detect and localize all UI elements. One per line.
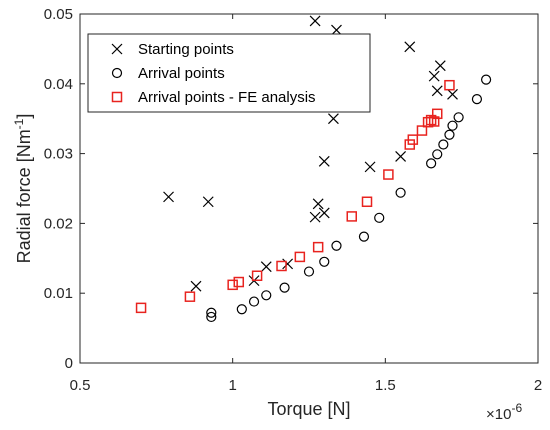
data-point [202,196,214,208]
data-point [434,60,446,72]
data-point [425,114,437,126]
legend-marker [111,91,123,103]
x-tick-label: 2 [534,377,542,394]
y-tick-label: 0.04 [44,76,73,93]
data-point [453,112,464,123]
x-axis-multiplier: ×10-6 [486,401,522,423]
data-point [184,291,196,302]
data-point [428,70,440,82]
series-square [135,79,455,314]
data-point [447,88,458,100]
data-point [431,85,443,97]
data-point [312,241,324,253]
legend-label: Starting points [138,41,234,58]
legend-label: Arrival points [138,65,225,82]
x-tick-label: 1.5 [375,377,396,394]
data-point [383,169,394,180]
data-point [319,256,330,267]
y-axis-label-superscript: -1 [12,118,26,129]
data-point [309,15,321,27]
x-axis-label: Torque [N] [267,399,350,419]
legend-items: Starting points Arrival points Arrival poi… [111,41,316,106]
axis-ticks: 0.5 1 1.5 2 0 0.01 0.02 0.03 0.04 0.05 [44,6,542,394]
data-point [444,79,455,91]
data-point [135,302,147,314]
y-tick-label: 0.05 [44,6,73,23]
data-point [346,211,357,222]
data-point [364,161,376,173]
data-point [236,304,247,315]
data-point [233,276,245,288]
data-point [279,282,290,293]
series-o [206,74,492,323]
y-axis-label-tail: ] [14,114,34,119]
y-axis-label-main: Radial force [Nm [14,129,34,263]
data-point [206,307,217,318]
data-point [480,74,492,85]
data-point [227,279,238,291]
legend-label: Arrival points - FE analysis [138,89,316,106]
data-point [361,196,373,208]
y-tick-label: 0.02 [44,215,73,232]
x-tick-label: 0.5 [70,377,91,394]
data-point [251,270,263,281]
data-point [422,116,434,128]
data-point [312,198,324,210]
data-point [248,296,260,307]
data-point [282,258,294,270]
legend: Starting points Arrival points Arrival poi… [87,33,371,113]
data-point [309,211,321,223]
data-point [426,158,437,169]
series-x [163,15,458,292]
data-point [331,24,342,36]
x-axis-multiplier-base: ×10 [486,406,511,423]
data-point [404,41,416,53]
data-point [261,290,272,301]
data-point [276,260,287,272]
data-point [260,261,272,273]
data-point [407,134,419,145]
data-point [444,129,455,140]
data-point [428,116,440,127]
data-point [471,94,483,105]
data-point [206,311,217,323]
data-point [432,149,443,160]
data-point [294,251,306,263]
y-axis-label: Radial force [Nm-1] [12,114,34,264]
data-point [163,191,174,203]
data-point [431,108,443,120]
data-point [374,212,385,223]
data-point [318,155,330,167]
data-point [395,187,406,198]
y-tick-label: 0.03 [44,146,73,163]
data-point [331,240,342,251]
x-axis-multiplier-exponent: -6 [511,401,522,415]
legend-marker [111,67,123,79]
data-marks [135,15,492,323]
data-point [395,150,407,162]
legend-marker [111,43,123,55]
data-point [303,266,315,277]
data-point [416,125,428,136]
y-tick-label: 0 [65,355,73,372]
data-point [328,113,339,125]
data-point [318,207,330,219]
data-point [358,231,370,242]
data-point [447,120,458,131]
data-point [190,280,202,292]
y-tick-label: 0.01 [44,285,73,302]
data-point [438,139,449,150]
x-tick-label: 1 [228,377,236,394]
legend-box [87,33,371,113]
